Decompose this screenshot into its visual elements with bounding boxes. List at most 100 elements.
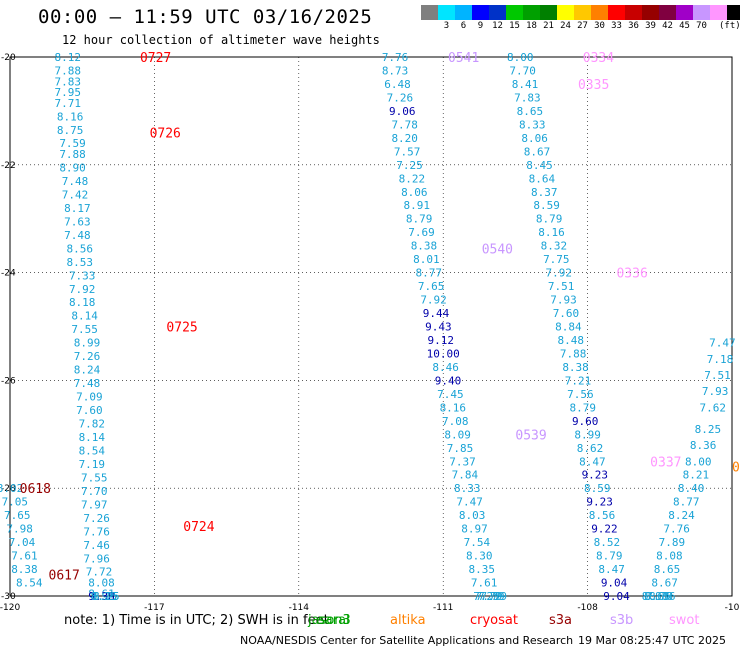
plot-area: -120 -117 -114 -111 -108 -10 -20 -22 -24 -26 -28 -3… (0, 51, 740, 613)
wave-height-label: 8.41 (512, 78, 539, 91)
wave-height-label: 8.25 (93, 590, 120, 603)
x-tick-label: -117 (144, 603, 164, 613)
pass-time-label: 0617 (49, 568, 80, 583)
legend-tick-label: 42 (662, 21, 673, 31)
wave-height-label: 7.55 (71, 323, 98, 336)
wave-height-label: 8.08 (656, 550, 683, 563)
wave-height-label: 8.33 (519, 118, 546, 131)
wave-height-label: 8.56 (67, 242, 94, 255)
page-subtitle: 12 hour collection of altimeter wave hei… (62, 33, 380, 47)
wave-height-label: 8.25 (91, 590, 118, 603)
sat-label-swot: swot (669, 613, 700, 628)
wave-height-label: 9.23 (586, 496, 613, 509)
pass-time-label: 0724 (183, 520, 214, 535)
wave-height-label: 7.72 (86, 566, 113, 579)
legend-swatch (574, 5, 591, 20)
wave-height-label: 8.33 (454, 482, 481, 495)
wave-height-label: 8.16 (440, 401, 467, 414)
color-scale-legend (421, 5, 740, 20)
wave-height-label: 7.75 (543, 253, 570, 266)
legend-tick-label (421, 21, 438, 31)
legend-tick-label: 70 (696, 21, 707, 31)
wave-height-label: 8.67 (524, 145, 551, 158)
sat-label-cryosat: cryosat (470, 613, 518, 628)
wave-height-label: 7.83 (55, 75, 82, 88)
sat-label-s3b: s3b (610, 613, 634, 628)
wave-height-label: 8.77 (673, 496, 700, 509)
wave-height-label: 7.05 (2, 496, 29, 509)
legend-tick-label: 6 (460, 21, 467, 31)
wave-height-label: 8.21 (683, 469, 710, 482)
wave-height-label: 8.52 (594, 536, 621, 549)
wave-height-label: 7.65 (418, 280, 445, 293)
wave-height-label: 8.25 (695, 423, 722, 436)
wave-height-label: 8.62 (577, 442, 604, 455)
y-tick-label: -22 (1, 161, 16, 171)
x-tick-label: -108 (577, 603, 598, 613)
legend-swatch (472, 5, 489, 20)
wave-height-label: 8.99 (74, 337, 101, 350)
wave-height-label: 8.76 (649, 590, 676, 603)
wave-height-label: 8.38 (11, 563, 38, 576)
footer-note-line: note: 1) Time is in UTC; 2) SWH is in fe… (0, 613, 740, 631)
wave-height-label: 7.51 (548, 280, 575, 293)
wave-height-label: 8.17 (64, 202, 91, 215)
wave-height-label: 7.88 (560, 347, 587, 360)
wave-height-label: 7.70 (81, 485, 108, 498)
wave-height-label: 7.46 (83, 539, 110, 552)
wave-height-label: 8.20 (391, 132, 418, 145)
wave-height-label: 7.18 (707, 353, 734, 366)
legend-swatch (676, 5, 693, 20)
wave-height-label: 8.06 (521, 132, 548, 145)
wave-height-label: 7.48 (64, 229, 91, 242)
wave-height-label: 8.24 (668, 509, 695, 522)
wave-height-label: 8.14 (71, 310, 98, 323)
legend-tick-label: 30 (594, 21, 605, 31)
wave-height-label: 7.37 (449, 455, 476, 468)
wave-height-label: 7.79 (476, 590, 503, 603)
x-tick-label: -111 (433, 603, 453, 613)
y-tick-label: -24 (1, 269, 16, 279)
wave-height-label: 7.09 (76, 391, 103, 404)
sat-label-s3a: s3a (549, 613, 573, 628)
wave-height-label: 7.08 (442, 415, 469, 428)
wave-height-label: 8.64 (529, 172, 556, 185)
wave-height-label: 8.08 (88, 577, 115, 590)
wave-height-label: 7.48 (62, 175, 89, 188)
wave-height-label: 8.47 (579, 455, 606, 468)
wave-height-label: 8.45 (526, 159, 553, 172)
wave-height-label: 8.48 (558, 334, 585, 347)
wave-height-label: 8.56 (589, 509, 616, 522)
wave-height-label: 9.04 (603, 590, 630, 603)
wave-height-label: 7.59 (59, 137, 86, 150)
color-scale-labels: 3 6 9 12 15 18 21 24 27 30 33 36 39 42 45 70 (421, 21, 727, 31)
legend-swatch (693, 5, 710, 20)
wave-height-label: 8.30 (466, 550, 493, 563)
wave-height-label: 8.14 (79, 431, 106, 444)
wave-height-label: 8.16 (57, 110, 84, 123)
legend-tick-label: 33 (611, 21, 622, 31)
wave-height-label: 8.37 (531, 186, 558, 199)
wave-height-label: 8.53 (67, 256, 94, 269)
wave-height-label: 8.67 (651, 577, 678, 590)
wave-height-label: 8.65 (517, 105, 544, 118)
wave-height-label: 8.59 (584, 482, 611, 495)
y-tick-label: -26 (1, 376, 16, 386)
pass-time-label: 0539 (515, 428, 546, 443)
wave-height-label: 7.83 (514, 91, 541, 104)
legend-tick-label: 27 (577, 21, 588, 31)
legend-swatch (540, 5, 557, 20)
legend-swatch (523, 5, 540, 20)
wave-height-label: 8.24 (74, 364, 101, 377)
wave-height-label: 8.79 (536, 213, 563, 226)
wave-height-label: 8.54 (16, 577, 43, 590)
wave-height-label: 8.46 (432, 361, 459, 374)
legend-tick-label: 3 (443, 21, 450, 31)
wave-height-label: 9.44 (423, 307, 450, 320)
legend-swatch (455, 5, 472, 20)
wave-height-label: 7.84 (452, 469, 479, 482)
wave-height-label: 7.93 (550, 294, 577, 307)
wave-height-label: 7.61 (471, 577, 498, 590)
wave-height-label: 7.88 (59, 148, 86, 161)
legend-tick-label: 18 (526, 21, 537, 31)
